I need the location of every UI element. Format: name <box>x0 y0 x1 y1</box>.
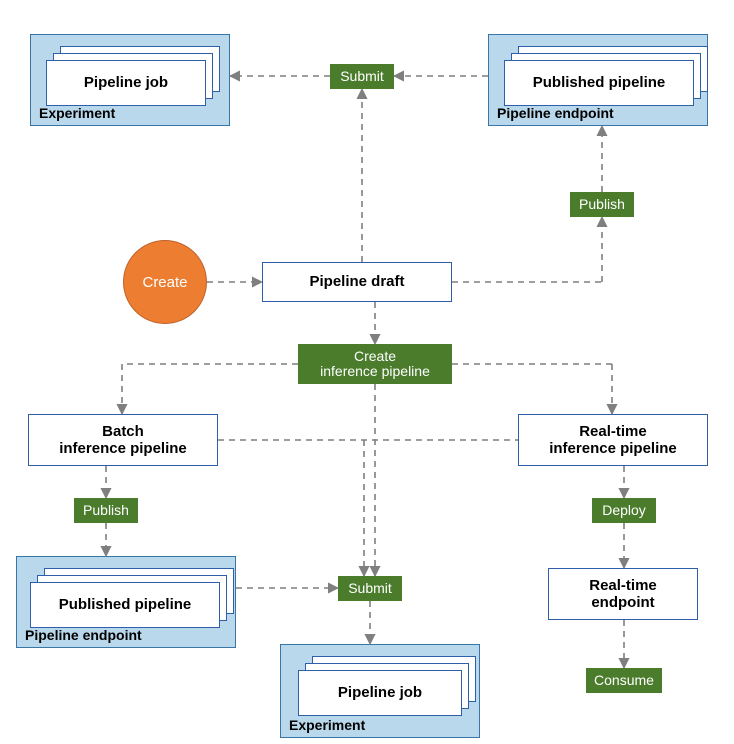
action-submit_top: Submit <box>330 64 394 89</box>
stack-label: Published pipeline <box>31 583 219 627</box>
box-endpoint: Real-time endpoint <box>548 568 698 620</box>
box-batch: Batch inference pipeline <box>28 414 218 466</box>
box-label: Real-time endpoint <box>589 577 657 612</box>
box-label: Batch inference pipeline <box>59 423 187 458</box>
container-label: Pipeline endpoint <box>25 627 142 643</box>
stack-sheet: Pipeline job <box>46 60 206 106</box>
container-label: Pipeline endpoint <box>497 105 614 121</box>
action-create_inf: Create inference pipeline <box>298 344 452 384</box>
stack-sheet: Pipeline job <box>298 670 462 716</box>
stack-pj_bc: Pipeline job <box>298 656 476 716</box>
circle-create: Create <box>123 240 207 324</box>
action-label: Submit <box>340 69 384 84</box>
action-label: Consume <box>594 673 654 688</box>
stack-sheet: Published pipeline <box>504 60 694 106</box>
container-label: Experiment <box>289 717 365 733</box>
action-label: Publish <box>83 503 129 518</box>
action-publish_left: Publish <box>74 498 138 523</box>
box-realtime: Real-time inference pipeline <box>518 414 708 466</box>
box-label: Pipeline draft <box>309 273 404 290</box>
container-label: Experiment <box>39 105 115 121</box>
action-label: Submit <box>348 581 392 596</box>
stack-sheet: Published pipeline <box>30 582 220 628</box>
action-submit_mid: Submit <box>338 576 402 601</box>
stack-pj_tl: Pipeline job <box>46 46 220 106</box>
action-label: Create inference pipeline <box>320 349 430 380</box>
stack-label: Pipeline job <box>47 61 205 105</box>
action-deploy: Deploy <box>592 498 656 523</box>
circle-label: Create <box>142 274 187 291</box>
stack-label: Published pipeline <box>505 61 693 105</box>
action-publish_top: Publish <box>570 192 634 217</box>
stack-pp_tr: Published pipeline <box>504 46 708 106</box>
action-consume: Consume <box>586 668 662 693</box>
box-draft: Pipeline draft <box>262 262 452 302</box>
diagram-stage: Experiment Pipeline endpoint Pipeline endp… <box>0 0 734 744</box>
action-label: Deploy <box>602 503 646 518</box>
stack-label: Pipeline job <box>299 671 461 715</box>
stack-pp_bl: Published pipeline <box>30 568 234 628</box>
box-label: Real-time inference pipeline <box>549 423 677 458</box>
action-label: Publish <box>579 197 625 212</box>
